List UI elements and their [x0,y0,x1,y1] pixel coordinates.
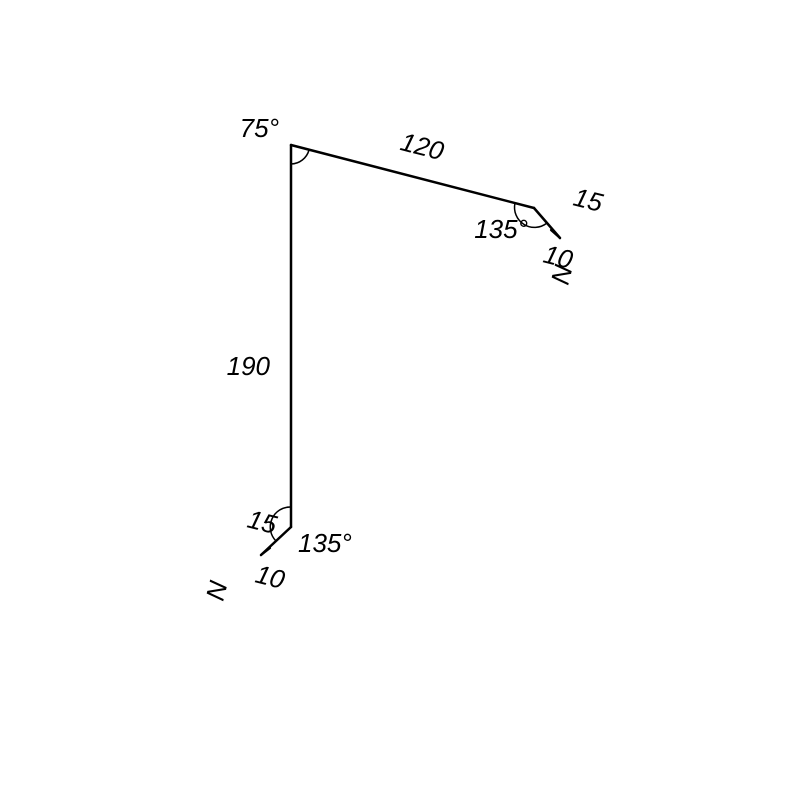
n-label-top: N [545,262,579,288]
segment-label-fg: 10 [253,559,289,595]
segment-label-ae: 190 [227,351,271,381]
angle-label-a: 75° [240,113,279,143]
angle-arc-a [291,150,309,164]
angle-label-b: 135° [474,214,528,244]
profile-diagram: 75° 120 135° 15 10 N 190 135° 15 10 N [0,0,800,800]
angle-arcs [270,150,547,541]
segment-fg [261,548,270,555]
n-label-bottom: N [200,578,234,604]
dimension-labels: 75° 120 135° 15 10 N 190 135° 15 10 N [200,113,607,603]
segment-label-bc: 15 [571,182,607,218]
angle-label-e: 135° [298,528,352,558]
segment-label-ab: 120 [397,126,447,166]
segment-label-ef: 15 [245,504,281,540]
